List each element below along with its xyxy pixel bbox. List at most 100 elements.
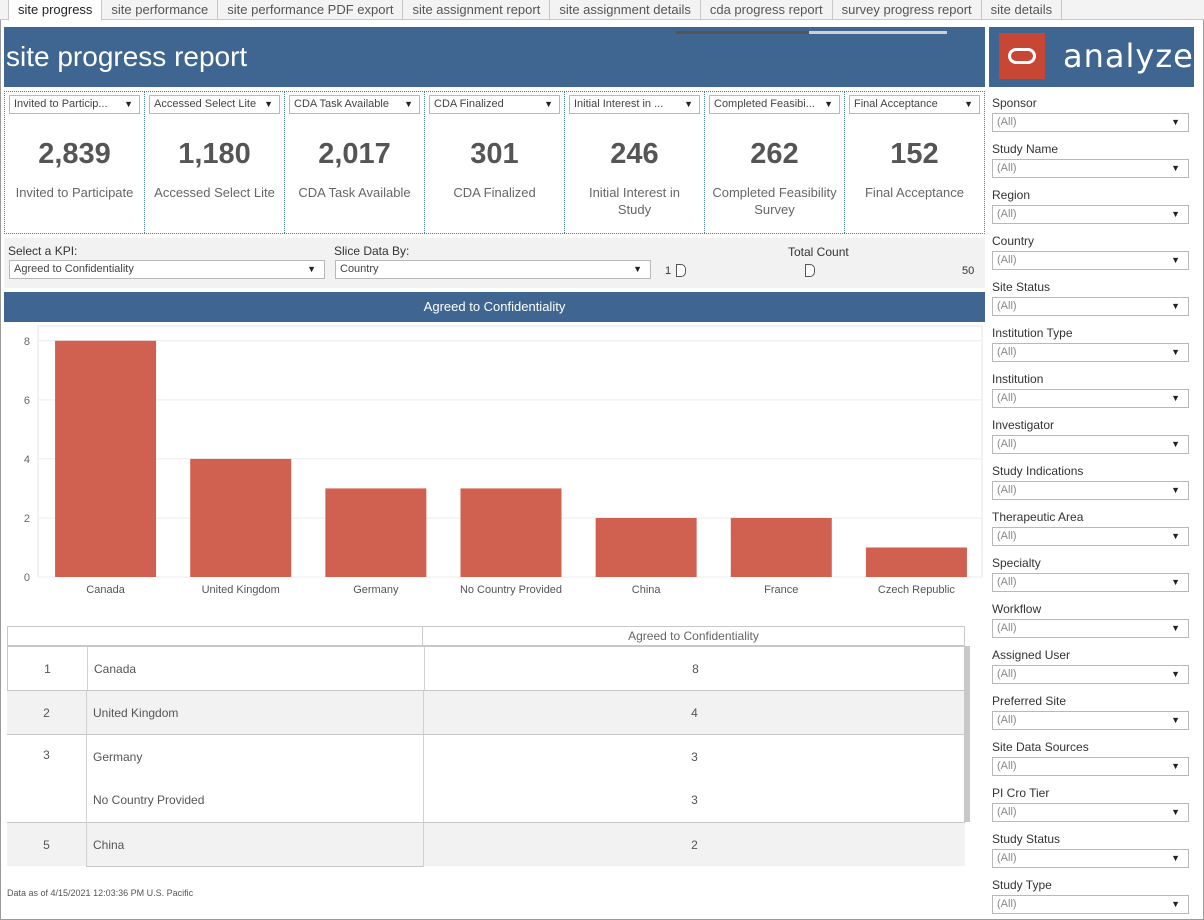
kpi-dropdown[interactable]: CDA Task Available ▼ xyxy=(289,95,420,114)
kpi-dropdown[interactable]: Final Acceptance ▼ xyxy=(849,95,980,114)
tab-site-progress[interactable]: site progress xyxy=(8,0,103,21)
x-tick-label: Canada xyxy=(86,584,125,596)
slider-min-handle[interactable] xyxy=(676,264,686,277)
dropdown-arrow-icon: ▼ xyxy=(1171,577,1180,587)
filter-label: Sponsor xyxy=(992,96,1037,110)
filter-label: Study Status xyxy=(992,832,1061,846)
row-rank: 1 xyxy=(8,647,88,691)
tab-survey-progress-report[interactable]: survey progress report xyxy=(833,0,982,20)
table-row: 2 United Kingdom 4 xyxy=(7,690,965,735)
table-header: Agreed to Confidentiality xyxy=(7,626,965,646)
filter-select[interactable]: (All) ▼ xyxy=(992,205,1189,224)
filter-select[interactable]: (All) ▼ xyxy=(992,573,1189,592)
filter-select[interactable]: (All) ▼ xyxy=(992,251,1189,270)
tab-site-assignment-details[interactable]: site assignment details xyxy=(550,0,701,20)
table-row: No Country Provided 3 xyxy=(7,778,965,822)
bar[interactable] xyxy=(55,340,157,577)
kpi-dropdown-label: CDA Task Available xyxy=(294,98,389,110)
kpi-dropdown[interactable]: CDA Finalized ▼ xyxy=(429,95,560,114)
dropdown-arrow-icon: ▼ xyxy=(1171,393,1180,403)
filter-label: Institution xyxy=(992,372,1044,386)
dropdown-arrow-icon: ▼ xyxy=(1171,439,1180,449)
filter-select[interactable]: (All) ▼ xyxy=(992,435,1189,454)
data-timestamp: Data as of 4/15/2021 12:03:36 PM U.S. Pa… xyxy=(7,888,194,898)
filter-select[interactable]: (All) ▼ xyxy=(992,527,1189,546)
kpi-dropdown-label: Completed Feasibi... xyxy=(714,98,815,110)
dropdown-arrow-icon: ▼ xyxy=(264,99,273,109)
tab-site-assignment-report[interactable]: site assignment report xyxy=(403,0,551,20)
filter-select[interactable]: (All) ▼ xyxy=(992,895,1189,914)
bar[interactable] xyxy=(460,488,562,577)
slider-fill xyxy=(676,31,809,34)
controls-panel: Select a KPI: Agreed to Confidentiality … xyxy=(4,238,985,288)
kpi-value: 152 xyxy=(890,138,939,170)
bar[interactable] xyxy=(190,458,292,577)
kpi-label: CDA Finalized xyxy=(453,185,536,200)
filter-value: (All) xyxy=(997,116,1017,128)
filter-select[interactable]: (All) ▼ xyxy=(992,849,1189,868)
filter-select[interactable]: (All) ▼ xyxy=(992,619,1189,638)
row-value: 4 xyxy=(423,691,965,735)
tab-site-details[interactable]: site details xyxy=(982,0,1063,20)
filter-select[interactable]: (All) ▼ xyxy=(992,665,1189,684)
kpi-dropdown[interactable]: Accessed Select Lite ▼ xyxy=(149,95,280,114)
filter-label: PI Cro Tier xyxy=(992,786,1050,800)
dropdown-arrow-icon: ▼ xyxy=(1171,209,1180,219)
kpi-dropdown[interactable]: Invited to Particip... ▼ xyxy=(9,95,140,114)
filter-select[interactable]: (All) ▼ xyxy=(992,113,1189,132)
kpi-dropdown-label: Invited to Particip... xyxy=(14,98,108,110)
bar[interactable] xyxy=(595,517,697,577)
filter-select[interactable]: (All) ▼ xyxy=(992,389,1189,408)
dropdown-arrow-icon: ▼ xyxy=(1171,715,1180,725)
dropdown-arrow-icon: ▼ xyxy=(684,99,693,109)
filter-label: Preferred Site xyxy=(992,694,1067,708)
row-name: Germany xyxy=(87,735,423,779)
filter-label: Region xyxy=(992,188,1031,202)
filter-study-status: Study Status (All) ▼ xyxy=(992,832,1191,868)
kpi-value: 2,017 xyxy=(318,138,391,170)
bar[interactable] xyxy=(325,488,427,577)
tab-site-performance[interactable]: site performance xyxy=(102,0,219,20)
filter-value: (All) xyxy=(997,162,1017,174)
filter-study-type: Study Type (All) ▼ xyxy=(992,878,1191,914)
dropdown-arrow-icon: ▼ xyxy=(1171,853,1180,863)
table-row: 5 China 2 xyxy=(7,822,965,867)
table-row: 3 Germany 3 xyxy=(7,734,965,779)
filter-label: Investigator xyxy=(992,418,1055,432)
table-scrollbar[interactable] xyxy=(964,646,970,822)
tab-cda-progress-report[interactable]: cda progress report xyxy=(701,0,833,20)
tab-site-performance-pdf-export[interactable]: site performance PDF export xyxy=(218,0,404,20)
kpi-dropdown[interactable]: Initial Interest in ... ▼ xyxy=(569,95,700,114)
filter-value: (All) xyxy=(997,346,1017,358)
filter-select[interactable]: (All) ▼ xyxy=(992,803,1189,822)
kpi-dropdown-label: Accessed Select Lite xyxy=(154,98,257,110)
filter-select[interactable]: (All) ▼ xyxy=(992,757,1189,776)
row-name: United Kingdom xyxy=(93,706,179,720)
kpi-dropdown-label: Final Acceptance xyxy=(854,98,938,110)
filter-select[interactable]: (All) ▼ xyxy=(992,343,1189,362)
slice-select[interactable]: Country ▼ xyxy=(335,260,651,279)
page-header: site progress report xyxy=(4,27,985,87)
kpi-select[interactable]: Agreed to Confidentiality ▼ xyxy=(9,260,325,279)
kpi-dropdown[interactable]: Completed Feasibi... ▼ xyxy=(709,95,840,114)
kpi-label: Invited to Participate xyxy=(15,185,134,200)
filter-sponsor: Sponsor (All) ▼ xyxy=(992,96,1191,132)
y-tick-label: 8 xyxy=(24,336,30,348)
filter-investigator: Investigator (All) ▼ xyxy=(992,418,1191,454)
slider-track[interactable] xyxy=(676,31,947,34)
x-tick-label: No Country Provided xyxy=(460,584,562,596)
filter-select[interactable]: (All) ▼ xyxy=(992,159,1189,178)
slider-max-handle[interactable] xyxy=(804,264,815,277)
filter-select[interactable]: (All) ▼ xyxy=(992,711,1189,730)
filter-country: Country (All) ▼ xyxy=(992,234,1191,270)
filter-select[interactable]: (All) ▼ xyxy=(992,297,1189,316)
bar[interactable] xyxy=(865,547,967,577)
row-rank xyxy=(7,778,87,822)
filter-label: Study Name xyxy=(992,142,1059,156)
filter-value: (All) xyxy=(997,622,1017,634)
filter-preferred-site: Preferred Site (All) ▼ xyxy=(992,694,1191,730)
filter-value: (All) xyxy=(997,760,1017,772)
bar[interactable] xyxy=(730,517,832,577)
filter-select[interactable]: (All) ▼ xyxy=(992,481,1189,500)
y-tick-label: 6 xyxy=(24,395,30,407)
